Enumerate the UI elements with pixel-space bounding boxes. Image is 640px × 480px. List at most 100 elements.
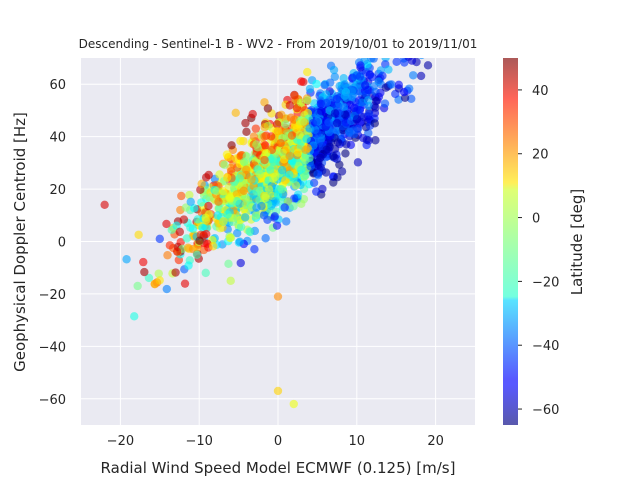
- y-axis-ticks: −60 −40 −20 0 20 40 60: [39, 78, 66, 408]
- data-point: [329, 151, 338, 161]
- data-point-outlier: [100, 200, 109, 209]
- data-point: [225, 233, 235, 243]
- data-point: [418, 58, 425, 60]
- data-point: [205, 193, 214, 202]
- data-point: [252, 140, 261, 149]
- data-point: [427, 25, 435, 33]
- colorbar-tick-label: 20: [532, 148, 549, 163]
- data-point: [335, 160, 344, 169]
- data-point: [362, 135, 372, 145]
- data-point: [162, 219, 171, 229]
- data-point: [263, 104, 273, 113]
- data-point: [197, 198, 206, 207]
- data-point: [371, 103, 380, 112]
- data-point: [261, 234, 270, 243]
- data-point: [322, 98, 331, 108]
- data-point: [277, 166, 287, 175]
- data-point: [239, 157, 249, 167]
- data-point: [322, 145, 331, 154]
- data-point: [232, 228, 242, 238]
- data-point: [312, 79, 321, 89]
- data-point: [380, 99, 390, 108]
- data-point: [350, 103, 359, 112]
- data-point: [227, 141, 236, 150]
- data-point: [407, 94, 416, 103]
- data-point: [201, 216, 211, 225]
- data-point: [297, 199, 306, 208]
- data-point: [280, 203, 289, 212]
- data-point: [282, 145, 291, 154]
- data-point: [270, 212, 279, 221]
- data-point: [250, 245, 259, 254]
- data-point: [371, 136, 380, 145]
- data-point: [260, 98, 269, 107]
- data-point: [281, 120, 290, 129]
- data-point: [333, 172, 342, 182]
- data-point: [353, 124, 363, 134]
- data-point: [341, 149, 350, 158]
- data-point: [290, 91, 299, 100]
- data-point: [224, 259, 233, 269]
- data-point: [312, 117, 321, 126]
- data-point: [301, 145, 310, 155]
- data-point: [316, 163, 325, 172]
- data-point: [172, 221, 181, 230]
- data-point: [260, 122, 269, 132]
- data-point: [356, 61, 365, 70]
- y-tick-label: 20: [49, 183, 66, 198]
- data-point: [231, 108, 240, 118]
- data-point: [316, 153, 325, 163]
- data-point-outlier: [273, 386, 283, 396]
- y-tick-label: −40: [39, 340, 66, 355]
- data-point-outlier: [407, 58, 417, 65]
- colorbar-label: Latitude [deg]: [568, 189, 586, 295]
- data-point: [305, 153, 314, 163]
- data-point: [264, 185, 274, 194]
- data-point: [212, 186, 221, 196]
- data-point: [242, 127, 251, 137]
- data-point-outlier: [289, 399, 298, 409]
- x-tick-label: 20: [427, 434, 444, 449]
- data-point: [262, 149, 271, 158]
- data-point: [185, 190, 194, 200]
- data-point: [255, 170, 265, 179]
- data-point: [302, 134, 311, 144]
- data-point: [313, 169, 322, 179]
- data-point: [370, 119, 379, 128]
- data-point: [204, 201, 213, 211]
- y-tick-label: 60: [49, 78, 66, 93]
- data-point: [342, 93, 351, 103]
- data-point: [357, 98, 366, 107]
- data-point: [300, 172, 310, 181]
- data-point: [369, 58, 378, 63]
- data-point: [303, 96, 312, 105]
- data-point: [332, 94, 341, 104]
- data-point: [241, 118, 250, 128]
- data-point: [376, 22, 384, 30]
- chart-title: Descending - Sentinel-1 B - WV2 - From 2…: [79, 37, 478, 51]
- data-point: [223, 210, 232, 219]
- data-point: [352, 114, 362, 123]
- data-point: [276, 138, 285, 148]
- data-point: [163, 251, 172, 260]
- data-point: [310, 99, 319, 108]
- data-points: [100, 8, 435, 409]
- data-point-outlier: [155, 234, 164, 244]
- data-point: [330, 109, 340, 118]
- data-point: [240, 213, 250, 222]
- data-point: [252, 187, 261, 196]
- data-point: [184, 261, 193, 270]
- data-point: [236, 136, 245, 146]
- data-point: [317, 107, 326, 116]
- data-point: [295, 130, 304, 140]
- data-point: [242, 165, 251, 174]
- data-point: [272, 221, 282, 230]
- data-point: [410, 8, 418, 16]
- data-point: [144, 273, 154, 283]
- data-point: [423, 61, 433, 70]
- data-point: [122, 255, 131, 264]
- data-point: [259, 211, 269, 220]
- data-point: [355, 72, 365, 81]
- data-point: [371, 97, 381, 106]
